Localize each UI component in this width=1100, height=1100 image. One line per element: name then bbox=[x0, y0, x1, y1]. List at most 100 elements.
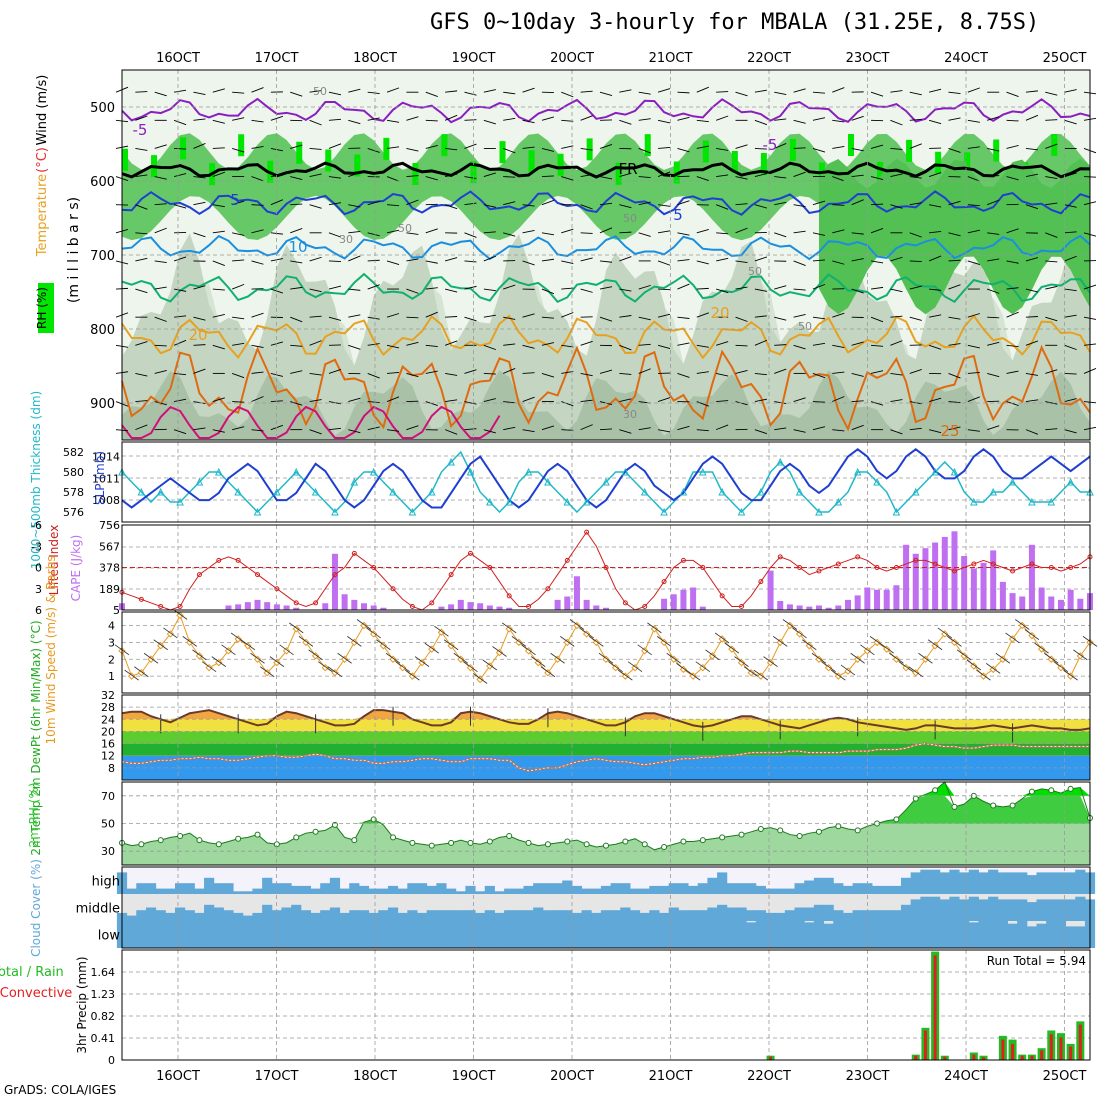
slp-tick: 1008 bbox=[92, 494, 120, 507]
lifted-marker bbox=[371, 565, 377, 570]
wind10-barb bbox=[860, 644, 875, 656]
cloud-low-bar bbox=[504, 921, 515, 948]
wind-barb bbox=[929, 429, 942, 434]
wind-barb bbox=[406, 258, 419, 262]
wind-barb bbox=[173, 119, 187, 126]
cloud-middle-bar bbox=[804, 907, 815, 921]
wind-barb bbox=[1006, 176, 1019, 181]
wind-barb bbox=[561, 228, 574, 234]
cloud-middle-bar bbox=[387, 907, 399, 921]
wind-barb bbox=[716, 400, 729, 402]
wind-barb bbox=[174, 315, 187, 318]
wind-barb bbox=[696, 145, 709, 149]
cape-bar bbox=[583, 599, 590, 610]
wind-barb bbox=[696, 260, 709, 265]
isotherm-minus5 bbox=[121, 97, 1091, 124]
cloud-high-bar bbox=[213, 883, 224, 894]
wind-barb bbox=[716, 147, 729, 151]
wind-barb bbox=[173, 256, 187, 262]
cloud-high-bar bbox=[204, 877, 215, 894]
date-label-top: 20OCT bbox=[550, 51, 594, 66]
cloud-low-bar bbox=[358, 921, 370, 948]
wind-barb bbox=[212, 119, 225, 124]
wind-barb bbox=[561, 260, 574, 265]
wind-barb bbox=[193, 368, 206, 374]
wind10-barb bbox=[850, 652, 865, 664]
wind-barb bbox=[309, 119, 322, 126]
wind-barb bbox=[832, 429, 845, 432]
rh2m-marker bbox=[486, 838, 493, 845]
cloud-middle-bar bbox=[513, 910, 524, 921]
wind-barb bbox=[638, 148, 651, 154]
wind-barb bbox=[909, 118, 922, 121]
wind-barb bbox=[212, 260, 225, 267]
wind10-marker bbox=[524, 647, 533, 655]
wind10-barb bbox=[298, 636, 314, 647]
wind10-barb bbox=[182, 636, 197, 647]
wind-barb bbox=[309, 315, 322, 318]
wind10-barb bbox=[327, 666, 343, 678]
cloud-middle-bar bbox=[591, 912, 602, 921]
cloud-high-bar bbox=[475, 891, 486, 894]
wind-barb bbox=[774, 427, 787, 431]
wind-barb bbox=[328, 427, 342, 431]
wind-barb bbox=[367, 426, 380, 431]
wind-barb bbox=[1045, 401, 1058, 405]
wind-barb bbox=[638, 427, 651, 431]
thickness-marker bbox=[273, 487, 281, 496]
thickness-marker bbox=[737, 507, 746, 516]
rh2m-marker bbox=[467, 839, 474, 846]
cloud-low-bar bbox=[349, 921, 360, 948]
cloud-middle-bar bbox=[775, 912, 786, 921]
wind-barb bbox=[483, 288, 496, 292]
wind-barb bbox=[464, 202, 477, 206]
wind10-barb bbox=[811, 652, 827, 664]
cloud-low-bar bbox=[281, 921, 292, 948]
thickness-marker bbox=[253, 507, 262, 516]
wind10-marker bbox=[786, 621, 794, 630]
cloud-low-bar bbox=[978, 921, 989, 948]
wind-barb bbox=[425, 344, 438, 348]
cloud-low-bar bbox=[1026, 926, 1038, 948]
wind-barb bbox=[928, 397, 942, 402]
cloud-middle-bar bbox=[155, 910, 166, 921]
cloud-low-bar bbox=[746, 922, 757, 948]
wind-barb bbox=[251, 371, 264, 374]
cloud-low-bar bbox=[213, 921, 224, 948]
cloud-low-bar bbox=[339, 921, 350, 948]
wind-barb bbox=[406, 316, 419, 319]
wind-barb bbox=[987, 316, 1000, 319]
cape-bar bbox=[331, 553, 338, 610]
wind10-barb bbox=[482, 659, 498, 671]
wind-barb bbox=[890, 288, 903, 293]
cape-bar bbox=[815, 605, 822, 610]
cloud-high-bar bbox=[426, 885, 437, 894]
wind-barb bbox=[290, 344, 303, 347]
cloud-high-bar bbox=[242, 891, 253, 894]
wind10-marker bbox=[970, 662, 978, 670]
rh2m-marker bbox=[448, 839, 455, 846]
wind-barb bbox=[1045, 260, 1058, 263]
cloud-low-bar bbox=[891, 921, 902, 948]
wind10-marker bbox=[360, 621, 368, 630]
wind-barb bbox=[561, 91, 574, 98]
cloud-high-bar bbox=[446, 888, 457, 894]
dewpt-line-dash bbox=[121, 743, 1090, 772]
wind10-barb bbox=[956, 649, 972, 661]
wind10-marker bbox=[428, 645, 436, 653]
wind10-marker bbox=[844, 667, 852, 675]
cloud-high-bar bbox=[562, 880, 573, 894]
wind-barb bbox=[1045, 176, 1058, 180]
wind10-barb bbox=[1024, 629, 1040, 640]
wind10-marker bbox=[331, 669, 339, 677]
cloud-middle-bar bbox=[484, 910, 495, 921]
isotherm-label: 5 bbox=[230, 191, 240, 209]
wind-barb bbox=[135, 257, 148, 262]
cape-bar bbox=[874, 589, 881, 610]
wind-barb bbox=[619, 429, 632, 434]
wind10-barb bbox=[211, 656, 227, 667]
wind-barb bbox=[464, 119, 477, 121]
wind-barb bbox=[580, 288, 593, 293]
cloud-middle-bar bbox=[397, 912, 408, 921]
cape-bar bbox=[273, 604, 280, 610]
